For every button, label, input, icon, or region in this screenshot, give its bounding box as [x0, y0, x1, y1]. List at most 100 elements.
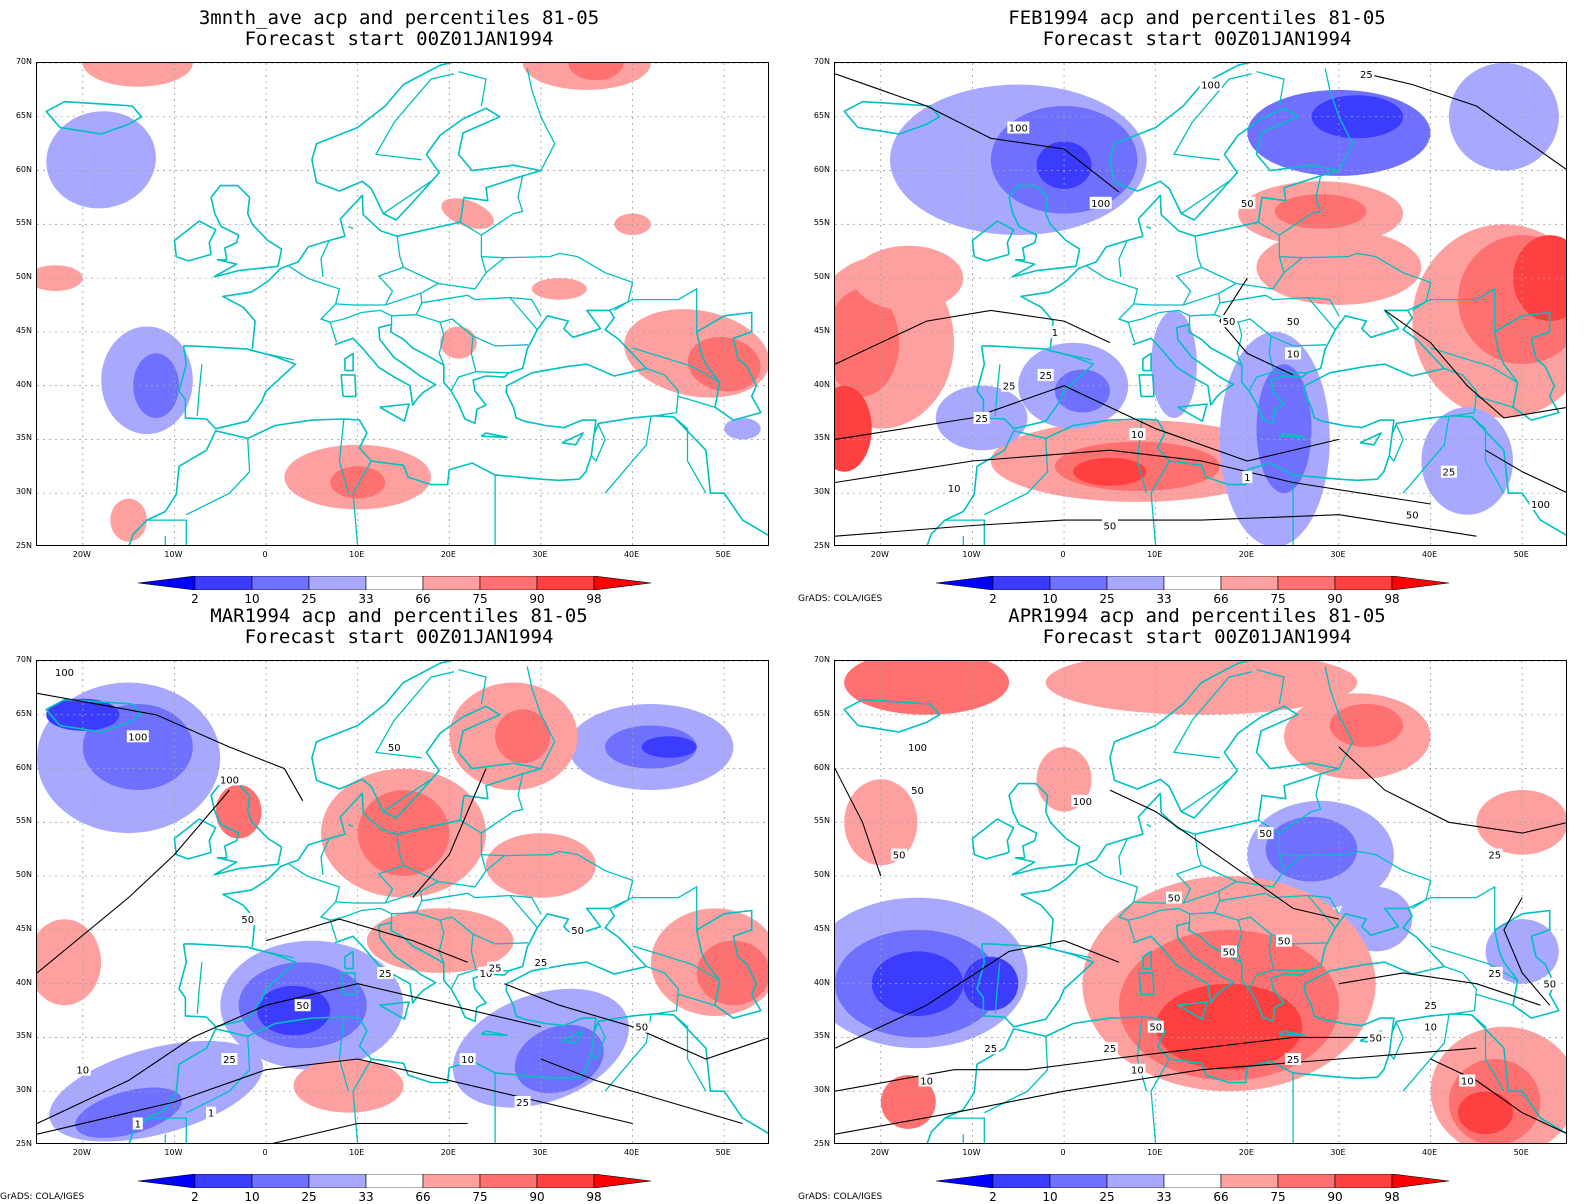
coastline — [340, 972, 357, 996]
coastline — [1303, 907, 1446, 1078]
lat-tick-label: 50N — [813, 272, 830, 282]
colorbar-segment — [251, 576, 310, 590]
country-border — [609, 287, 698, 332]
coastline — [311, 661, 542, 819]
colorbar-segment — [479, 1174, 538, 1188]
contour-label: 100 — [220, 775, 239, 786]
country-border — [962, 1134, 964, 1143]
country-border — [1047, 349, 1092, 361]
contour-label: 25 — [1424, 1001, 1437, 1012]
lon-tick-label: 50E — [715, 1148, 731, 1157]
colorbar-tick-label: 10 — [1042, 592, 1058, 606]
country-border — [382, 180, 432, 215]
contour-label-bg — [239, 913, 256, 926]
contour-label-bg — [1221, 315, 1237, 328]
contour-label-bg — [1101, 519, 1118, 532]
colorbar-tick-label: 98 — [1384, 592, 1400, 606]
colorbar-segment — [1049, 1174, 1108, 1188]
contour-line — [1485, 449, 1566, 493]
contour-line — [835, 385, 1340, 462]
contour-label-bg — [1129, 1063, 1146, 1076]
coastline — [178, 345, 297, 430]
panel-title-line1: APR1994 acp and percentiles 81-05 — [1008, 605, 1386, 627]
lon-tick-label: 30E — [1330, 550, 1346, 559]
coastline — [334, 921, 437, 1004]
colorbar-tick-label: 10 — [244, 1190, 260, 1204]
contour-line — [265, 918, 468, 963]
colorbar-tick-label: 33 — [1156, 1190, 1172, 1204]
colorbar-segment — [1220, 1174, 1279, 1188]
coastline — [1493, 311, 1560, 421]
map-panel-2: FEB1994 acp and percentiles 81-05 Foreca… — [798, 0, 1596, 606]
lon-tick-label: 10E — [1147, 1148, 1163, 1157]
lon-tick-label: 0 — [262, 550, 268, 559]
lat-tick-label: 60N — [813, 762, 830, 772]
anomaly-shade — [835, 288, 900, 397]
coastline — [389, 922, 510, 1023]
contour-label: 25 — [223, 1055, 236, 1066]
contour-label: 100 — [908, 743, 927, 754]
country-border — [604, 416, 652, 494]
country-border — [438, 322, 445, 366]
coastline — [1138, 972, 1155, 996]
coastline — [379, 403, 410, 423]
country-border — [994, 962, 1001, 1014]
contour-label-bg — [1486, 966, 1503, 979]
country-border — [678, 395, 716, 408]
lon-tick-label: 10E — [1147, 550, 1163, 559]
contour-label: 50 — [635, 1023, 648, 1034]
contour-label-bg — [1071, 794, 1094, 807]
lat-tick-label: 30N — [15, 487, 32, 497]
anomaly-shade — [46, 698, 120, 731]
country-border — [352, 1058, 372, 1143]
contour-label-bg — [1101, 1042, 1118, 1055]
colorbar-segment — [536, 1174, 595, 1188]
contour-label: 50 — [241, 915, 254, 926]
anomaly-shade — [1155, 983, 1303, 1070]
country-border — [485, 855, 505, 872]
lat-tick-label: 40N — [15, 977, 32, 987]
colorbar-segment — [308, 576, 367, 590]
contour-label-bg — [1257, 827, 1274, 840]
contour-label-bg — [1422, 999, 1439, 1012]
coastline — [561, 1030, 584, 1044]
country-border — [1279, 252, 1432, 311]
lon-tick-label: 20E — [440, 1148, 456, 1157]
anomaly-shade — [844, 779, 918, 866]
colorbar-segment — [593, 576, 652, 590]
country-border — [632, 945, 720, 981]
country-border — [320, 907, 393, 923]
country-border — [1180, 180, 1230, 215]
coastline — [344, 352, 354, 372]
lat-tick-label: 60N — [15, 762, 32, 772]
lon-tick-label: 40E — [623, 1148, 640, 1157]
lat-tick-label: 55N — [15, 218, 32, 228]
contour-line — [835, 514, 1477, 537]
contour-label-bg — [1358, 67, 1375, 80]
country-border — [1324, 666, 1354, 769]
contour-label-bg — [206, 1106, 217, 1119]
country-border — [382, 778, 432, 813]
colorbar-tick-label: 98 — [1384, 1190, 1400, 1204]
contour-label-bg — [1147, 1020, 1164, 1033]
contour-line — [540, 1058, 743, 1125]
grads-credit: GrADS: COLA/IGES — [798, 1192, 883, 1202]
country-border — [1219, 294, 1336, 331]
grads-credit: GrADS: COLA/IGES — [798, 594, 883, 604]
coastline — [843, 698, 941, 733]
lat-tick-label: 50N — [15, 870, 32, 880]
lat-tick-label: 45N — [813, 923, 830, 933]
country-border — [391, 293, 423, 317]
contour-label-bg — [1541, 977, 1558, 990]
coastline — [1303, 309, 1446, 480]
lat-tick-label: 55N — [813, 218, 830, 228]
map-plot — [36, 62, 769, 546]
contour-label: 25 — [1443, 468, 1456, 479]
country-border — [1118, 240, 1128, 278]
contour-label: 50 — [911, 786, 924, 797]
lon-tick-label: 20E — [1238, 1148, 1254, 1157]
country-border — [1248, 371, 1275, 392]
country-border — [1444, 965, 1478, 1015]
contour-line — [1366, 73, 1566, 170]
colorbar-tick-label: 98 — [586, 1190, 602, 1204]
